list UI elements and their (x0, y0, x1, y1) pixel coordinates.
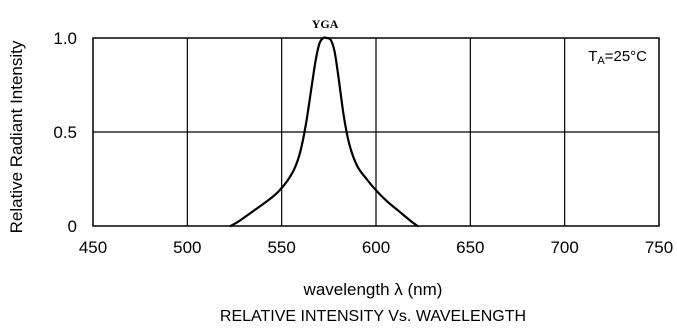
x-tick-labels: 450 500 550 600 650 700 750 (79, 238, 673, 257)
series-label: YGA (312, 17, 339, 31)
grid (93, 38, 659, 226)
y-tick-label: 0 (68, 217, 77, 236)
chart-caption: RELATIVE INTENSITY Vs. WAVELENGTH (220, 308, 526, 325)
y-tick-labels: 0 0.5 1.0 (53, 29, 77, 236)
x-tick-label: 500 (173, 238, 201, 257)
x-tick-label: 450 (79, 238, 107, 257)
x-tick-label: 550 (267, 238, 295, 257)
y-axis-title: Relative Radiant Intensity (7, 40, 26, 233)
x-tick-label: 650 (456, 238, 484, 257)
x-tick-label: 600 (362, 238, 390, 257)
x-tick-label: 700 (550, 238, 578, 257)
series-line-yga (229, 36, 419, 228)
y-tick-label: 0.5 (53, 123, 77, 142)
temperature-annotation: TA=25°C (588, 48, 647, 67)
x-axis-title: wavelength λ (nm) (303, 280, 443, 299)
x-tick-label: 750 (645, 238, 673, 257)
series-layer: YGA (229, 17, 419, 228)
y-tick-label: 1.0 (53, 29, 77, 48)
plot-frame (92, 37, 660, 227)
